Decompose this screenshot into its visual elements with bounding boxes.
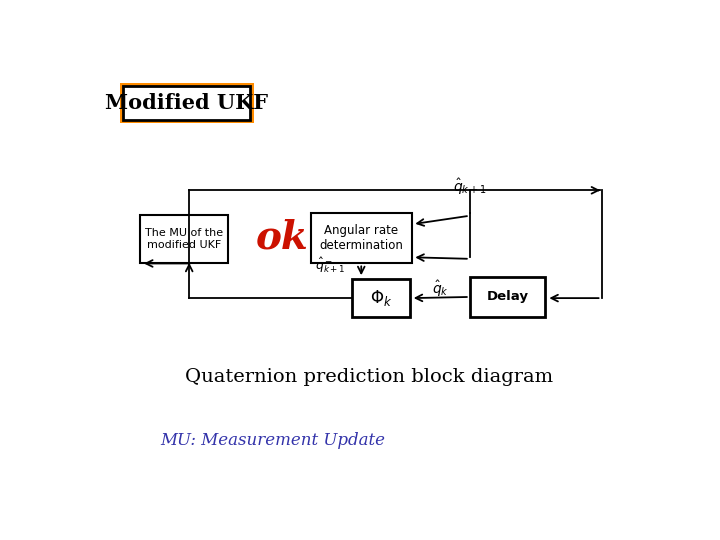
Bar (120, 83, 253, 123)
Text: Quaternion prediction block diagram: Quaternion prediction block diagram (185, 368, 553, 386)
Bar (123, 85, 251, 120)
Text: $\Phi_k$: $\Phi_k$ (370, 288, 392, 308)
Text: Modified UKF: Modified UKF (105, 93, 269, 113)
Text: The MU of the
modified UKF: The MU of the modified UKF (145, 228, 223, 250)
Bar (140, 215, 228, 264)
Text: Angular rate
determination: Angular rate determination (319, 224, 403, 252)
Bar (469, 276, 545, 318)
Text: Delay: Delay (486, 291, 528, 303)
Text: $\hat{q}^-_{k+1}$: $\hat{q}^-_{k+1}$ (315, 255, 346, 275)
Text: $\hat{q}_k$: $\hat{q}_k$ (432, 279, 449, 299)
Text: ok: ok (256, 218, 309, 256)
Bar (311, 213, 412, 264)
Text: MU: Measurement Update: MU: Measurement Update (160, 432, 384, 449)
Bar (352, 279, 410, 318)
Text: $\hat{q}_{k+1}$: $\hat{q}_{k+1}$ (453, 177, 487, 197)
